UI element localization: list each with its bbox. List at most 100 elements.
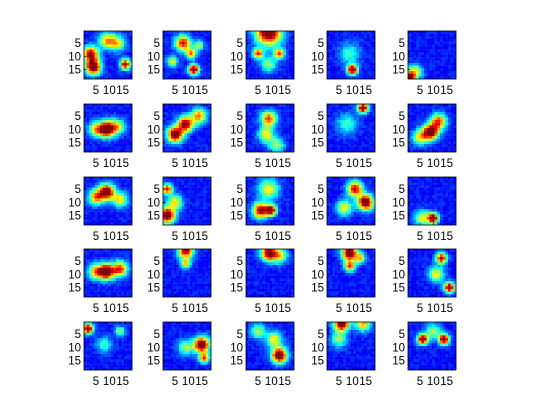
heatmap-cell [264, 114, 268, 118]
heatmap-cell [126, 128, 130, 131]
heatmap-cell [356, 112, 360, 115]
heatmap-cell [102, 104, 106, 107]
heatmap-cell [102, 73, 106, 77]
heatmap-cell [348, 133, 352, 137]
heatmap-cell [121, 179, 125, 183]
heatmap-cell [92, 109, 95, 113]
heatmap-cell [343, 185, 346, 188]
heatmap-cell [280, 47, 284, 50]
heatmap-cell [94, 49, 98, 53]
heatmap-cell [283, 203, 287, 207]
heatmap-cell [246, 106, 249, 110]
heatmap-cell [272, 136, 276, 139]
heatmap-cell [262, 39, 265, 42]
heatmap-cell [286, 222, 289, 226]
heatmap-cell [94, 198, 98, 202]
heatmap-cell [340, 201, 344, 204]
heatmap-cell [187, 125, 190, 129]
heatmap-cell [442, 193, 446, 196]
heatmap-cell [173, 138, 177, 142]
heatmap-cell [113, 41, 117, 45]
heatmap-cell [429, 44, 433, 48]
heatmap-cell [110, 120, 114, 123]
heatmap-cell [442, 117, 446, 121]
heatmap-cell [267, 39, 271, 42]
heatmap-cell [129, 114, 133, 118]
heatmap-cell [421, 39, 425, 42]
heatmap-cell [450, 104, 454, 107]
heatmap-cell [351, 71, 354, 74]
heatmap-cell [262, 219, 265, 223]
heatmap-cell [432, 128, 435, 131]
heatmap-cell [418, 71, 422, 74]
heatmap-cell [192, 47, 196, 50]
heatmap-cell [270, 206, 273, 210]
heatmap-cell [118, 125, 122, 129]
heatmap-cell [116, 125, 119, 129]
heatmap-cell [280, 117, 284, 121]
heatmap-cell [113, 73, 117, 77]
heatmap-cell [440, 182, 443, 186]
heatmap-cell [288, 201, 292, 204]
heatmap-cell [102, 179, 106, 183]
heatmap-cell [429, 138, 433, 142]
heatmap-cell [165, 217, 169, 220]
heatmap-cell [421, 76, 425, 80]
heatmap-cell [372, 41, 376, 45]
heatmap-cell [364, 133, 368, 137]
heatmap-cell [110, 136, 114, 139]
heatmap-cell [348, 130, 352, 134]
heatmap-cell [369, 198, 373, 202]
heatmap-cell [195, 33, 198, 37]
heatmap-cell [205, 68, 209, 72]
heatmap-cell [445, 177, 449, 180]
heatmap-cell [171, 130, 174, 134]
heatmap-cell [86, 55, 90, 58]
heatmap-cell [426, 138, 430, 142]
heatmap-cell [100, 68, 103, 72]
heatmap-cell [280, 65, 284, 69]
heatmap-cell [256, 138, 260, 142]
heatmap-cell [329, 130, 333, 134]
heatmap-cell [84, 120, 87, 123]
heatmap-cell [280, 217, 284, 220]
heatmap-cell [259, 182, 263, 186]
heatmap-cell [171, 128, 174, 131]
heatmap-cell [356, 182, 360, 186]
heatmap-cell [116, 76, 119, 80]
heatmap-cell [102, 193, 106, 196]
heatmap-cell [327, 39, 330, 42]
heatmap-cell [280, 149, 284, 153]
heatmap-cell [351, 106, 354, 110]
heatmap-cell [288, 122, 292, 126]
heatmap-cell [359, 146, 362, 150]
heatmap-cell [416, 55, 419, 58]
heatmap-cell [275, 144, 279, 147]
heatmap-cell [176, 144, 180, 147]
heatmap-cell [110, 187, 114, 191]
heatmap-cell [179, 41, 182, 45]
heatmap-cell [192, 60, 196, 64]
heatmap-cell [434, 144, 438, 147]
heatmap-cell [361, 219, 365, 223]
heatmap-cell [410, 187, 414, 191]
heatmap-cell [426, 179, 430, 183]
heatmap-cell [335, 138, 338, 142]
heatmap-cell [270, 130, 273, 134]
heatmap-cell [278, 133, 281, 137]
heatmap-cell [278, 149, 281, 153]
heatmap-cell [332, 120, 336, 123]
heatmap-cell [92, 44, 95, 48]
heatmap-cell [361, 198, 365, 202]
heatmap-cell [254, 36, 257, 40]
heatmap-cell [345, 141, 349, 145]
heatmap-cell [176, 120, 180, 123]
heatmap-cell [408, 104, 411, 107]
heatmap-cell [286, 185, 289, 188]
heatmap-cell [408, 203, 411, 207]
heatmap-cell [203, 141, 206, 145]
heatmap-cell [283, 128, 287, 131]
heatmap-cell [197, 128, 201, 131]
heatmap-cell [351, 185, 354, 188]
